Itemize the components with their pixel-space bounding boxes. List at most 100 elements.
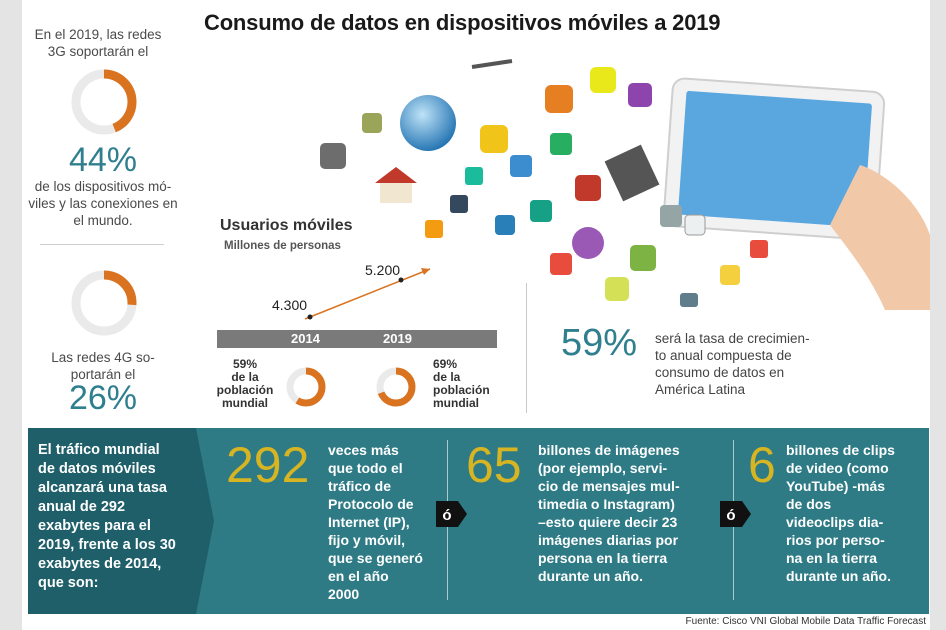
population-2014-donut-arc (286, 367, 326, 407)
population-2014-pct: 59% (232, 357, 258, 371)
population-2014-text: 59% de la población mundial (215, 358, 275, 410)
growth-line1: será la tasa de crecimien- (655, 331, 810, 346)
mobile-apps-illustration (320, 59, 930, 310)
stat-6-number: 6 (748, 437, 776, 493)
users-title: Usuarios móviles (220, 217, 353, 234)
growth-description: será la tasa de crecimien- to anual comp… (655, 330, 845, 398)
band-intro-line: alcanzará una tasa (38, 480, 167, 496)
stat2-donut-arc (71, 270, 137, 336)
stat-65-line: durante un año. (538, 568, 643, 584)
stat-6-line: de dos (786, 496, 832, 512)
year-bar: 2014 2019 (217, 330, 497, 348)
stat-292-number: 292 (226, 437, 310, 493)
growth-line4: América Latina (655, 382, 746, 397)
band-intro-line: anual de 292 (38, 499, 126, 515)
stats-divider (40, 244, 164, 245)
stat1-desc-line1: de los dispositivos mó- (34, 179, 172, 194)
stat-6-line: YouTube) -más (786, 478, 886, 494)
stat-65-line: billones de imágenes (538, 442, 680, 458)
stat-65-number: 65 (466, 437, 522, 493)
growth-line2: to anual compuesta de (655, 348, 792, 363)
stat2-intro-line1: Las redes 4G so- (51, 350, 155, 365)
users-value-2019: 5.200 (365, 262, 400, 278)
stat1-donut-arc (71, 69, 137, 135)
users-growth-chart: 4.300 5.200 (272, 262, 431, 320)
stat1-percentage: 44% (68, 141, 138, 179)
population-2019-line3: mundial (433, 396, 480, 410)
globe-icon (400, 95, 456, 151)
population-2014-line2: población (216, 383, 274, 397)
app-icons-cluster (320, 67, 768, 307)
users-subtitle: Millones de personas (224, 240, 341, 252)
stat-6-line: durante un año. (786, 568, 891, 584)
stat-6-description: billones de clips de video (como YouTube… (786, 441, 926, 585)
stat1-intro-line2: 3G soportarán el (47, 44, 149, 59)
population-2014-line1: de la (231, 370, 259, 384)
or-label-2: ó (726, 507, 735, 524)
stat1-desc-line2: viles y las conexiones en (28, 196, 178, 211)
band-intro-line: El tráfico mundial (38, 442, 160, 458)
growth-line3: consumo de datos en (655, 365, 785, 380)
band-intro-line: que son: (38, 575, 99, 591)
stat-65-line: (por ejemplo, servi- (538, 460, 668, 476)
left-frame (0, 0, 22, 630)
tablet-icon (662, 77, 886, 241)
band-intro-line: exabytes de 2014, (38, 556, 162, 572)
stat-292-line: 2000 (328, 586, 360, 602)
laptop-icon (604, 144, 660, 202)
stat-292-line: tráfico de (328, 478, 392, 494)
population-2019-donut (376, 367, 416, 407)
stat-292-line: fijo y móvil, (328, 532, 406, 548)
population-2014-line3: mundial (221, 396, 268, 410)
page-title: Consumo de datos en dispositivos móviles… (204, 10, 721, 35)
users-point-2019 (398, 277, 404, 283)
stat-292-line: veces más (328, 442, 399, 458)
stat-6-line: videoclips dia- (786, 514, 884, 530)
or-badge-1: ó (436, 501, 467, 527)
stat1-desc-line3: el mundo. (73, 213, 133, 228)
population-2019-line2: población (433, 383, 490, 397)
hand-icon (830, 165, 930, 310)
stat-65-line: cio de mensajes mul- (538, 478, 680, 494)
population-2019-line1: de la (433, 370, 461, 384)
year-label-2014: 2014 (291, 331, 320, 346)
or-label-1: ó (442, 507, 451, 524)
stat2-percentage: 26% (68, 379, 138, 417)
pen-icon (471, 59, 513, 69)
left-stats-panel: En el 2019, las redes 3G soportarán el 4… (28, 0, 177, 420)
band-intro: El tráfico mundial de datos móviles alca… (38, 441, 198, 593)
stat-65-line: persona en la tierra (538, 550, 668, 566)
year-label-2019: 2019 (383, 331, 412, 346)
stat-292-line: en el año (328, 568, 389, 584)
stat-292-line: que se generó (328, 550, 423, 566)
or-badge-2: ó (720, 501, 751, 527)
right-frame (930, 0, 946, 630)
stat-6-line: de video (como (786, 460, 889, 476)
stat-292-line: Internet (IP), (328, 514, 410, 530)
stat-292-description: veces más que todo el tráfico de Protoco… (328, 441, 438, 603)
band-intro-line: 2019, frente a los 30 (38, 537, 176, 553)
stat1-description: de los dispositivos mó- viles y las cone… (28, 178, 178, 229)
users-value-2014: 4.300 (272, 297, 307, 313)
population-2014-donut (286, 367, 326, 407)
stat2-donut (71, 270, 137, 336)
band-intro-line: de datos móviles (38, 461, 156, 477)
stat2-intro: Las redes 4G so- portarán el (28, 349, 178, 383)
growth-percentage: 59% (561, 322, 638, 364)
stat1-intro: En el 2019, las redes 3G soportarán el (28, 26, 168, 60)
house-icon (375, 167, 417, 203)
stat-65-line: timedia o Instagram) (538, 496, 675, 512)
stat-65-description: billones de imágenes (por ejemplo, servi… (538, 441, 718, 585)
population-2019-pct: 69% (433, 357, 458, 371)
stat-6-line: billones de clips (786, 442, 895, 458)
stat1-intro-line1: En el 2019, las redes (34, 27, 162, 42)
source-note: Fuente: Cisco VNI Global Mobile Data Tra… (685, 616, 926, 627)
band-intro-arrow (28, 428, 214, 614)
users-point-2014 (307, 314, 313, 320)
stat-65-line: –esto quiere decir 23 (538, 514, 678, 530)
stat-65-line: imágenes diarias por (538, 532, 679, 548)
stat-6-line: rios por perso- (786, 532, 885, 548)
band-intro-line: exabytes para el (38, 518, 151, 534)
users-growth-line (304, 268, 431, 320)
population-2019-text: 69% de la población mundial (433, 358, 503, 410)
